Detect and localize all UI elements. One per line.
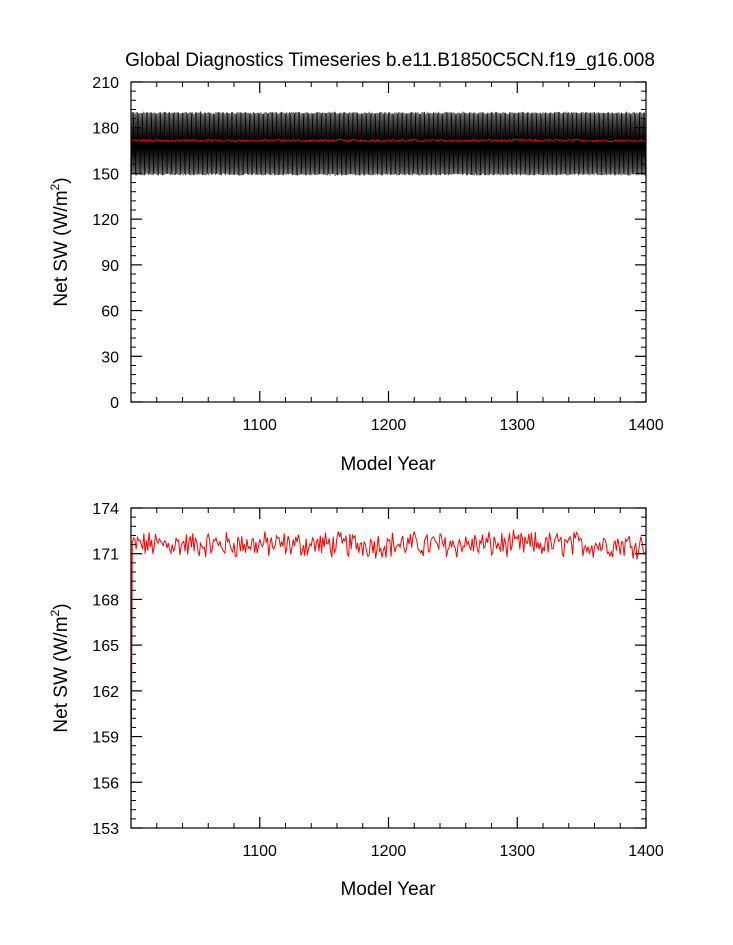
top-x-tick-label: 1200 xyxy=(371,417,407,434)
bottom-panel: 153 156 159 162 165 168 171 174 1100 1200 1300 1400… xyxy=(48,501,664,900)
bottom-y-tick-label: 168 xyxy=(92,592,119,609)
top-y-tick-label: 120 xyxy=(92,212,119,229)
top-x-axis-label: Model Year xyxy=(340,454,436,475)
top-x-tick-label: 1100 xyxy=(243,417,278,434)
bottom-y-axis-label: Net SW (W/m2) xyxy=(48,603,72,732)
top-annual-mean-line xyxy=(132,138,647,143)
top-panel: 0 30 60 90 120 150 180 210 1100 1200 1300 1400 Mode… xyxy=(48,75,664,475)
bottom-x-tick-label: 1200 xyxy=(371,843,407,860)
top-y-tick-label: 150 xyxy=(92,166,119,183)
top-x-tick-label: 1400 xyxy=(628,417,664,434)
bottom-x-tick-label: 1300 xyxy=(499,843,535,860)
bottom-plot-frame xyxy=(130,507,647,829)
bottom-y-tick-label: 162 xyxy=(92,684,119,701)
top-y-tick-label: 180 xyxy=(92,121,119,138)
top-x-tick-label: 1300 xyxy=(499,417,535,434)
bottom-y-tick-label: 171 xyxy=(92,547,119,564)
top-y-axis-label: Net SW (W/m2) xyxy=(48,177,72,306)
top-monthly-series-line xyxy=(130,110,647,177)
figure-title: Global Diagnostics Timeseries b.e11.B185… xyxy=(125,50,655,71)
bottom-x-axis-label: Model Year xyxy=(340,879,436,900)
bottom-plot-data xyxy=(130,529,647,825)
top-y-tick-label: 0 xyxy=(110,395,119,412)
bottom-x-tick-label: 1400 xyxy=(628,843,664,860)
bottom-y-tick-label: 159 xyxy=(92,730,119,747)
bottom-x-tick-label: 1100 xyxy=(243,843,278,860)
top-plot-data xyxy=(130,110,647,177)
top-y-tick-label: 90 xyxy=(101,258,119,275)
bottom-y-tick-label: 156 xyxy=(92,775,119,792)
top-y-tick-label: 30 xyxy=(101,349,119,366)
top-y-tick-label: 60 xyxy=(101,304,119,321)
bottom-y-tick-label: 174 xyxy=(92,501,119,518)
top-y-tick-label: 210 xyxy=(92,75,119,92)
bottom-annual-mean-line xyxy=(130,529,647,825)
bottom-axes: 153 156 159 162 165 168 171 174 1100 1200 1300 1400 xyxy=(92,501,664,860)
bottom-y-tick-label: 165 xyxy=(92,638,119,655)
top-axes: 0 30 60 90 120 150 180 210 1100 1200 1300 1400 xyxy=(92,75,664,434)
bottom-y-tick-label: 153 xyxy=(92,821,119,838)
